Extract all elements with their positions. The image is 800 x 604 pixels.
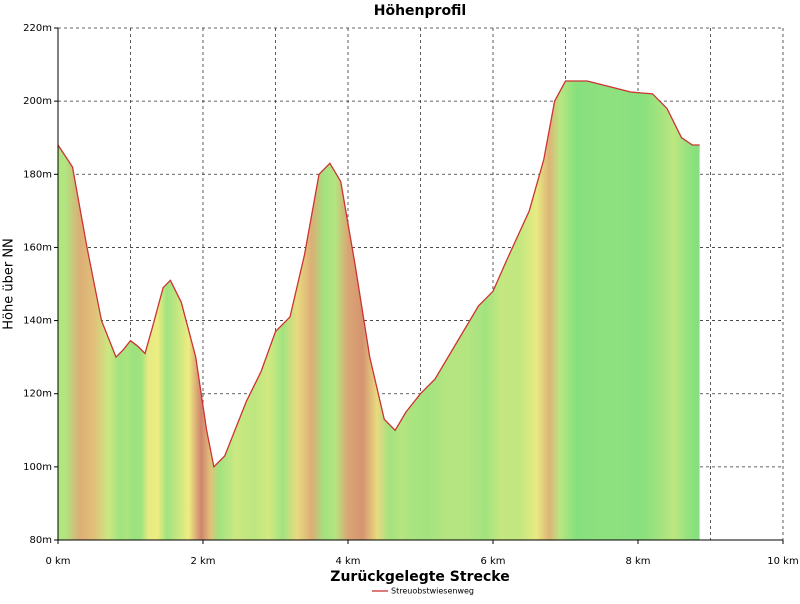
x-tick-label: 0 km (45, 556, 70, 567)
y-tick-label: 220m (23, 23, 52, 34)
area-fill (58, 81, 700, 541)
elevation-line (57, 80, 700, 469)
chart-title: Höhenprofil (374, 3, 466, 19)
x-tick-label: 4 km (335, 556, 360, 567)
x-tick-label: 8 km (625, 556, 650, 567)
y-tick-label: 140m (23, 316, 52, 327)
y-tick-label: 160m (23, 242, 52, 253)
y-axis-label: Höhe über NN (2, 238, 17, 330)
x-tick-label: 10 km (767, 556, 798, 567)
x-axis-label: Zurückgelegte Strecke (330, 569, 509, 585)
y-tick-label: 200m (23, 96, 52, 107)
y-tick-label: 100m (23, 462, 52, 473)
x-tick-label: 2 km (190, 556, 215, 567)
y-tick-label: 120m (23, 389, 52, 400)
y-tick-label: 80m (30, 535, 52, 546)
x-tick-label: 6 km (480, 556, 505, 567)
y-tick-label: 180m (23, 169, 52, 180)
legend-label: Streuobstwiesenweg (391, 587, 474, 596)
